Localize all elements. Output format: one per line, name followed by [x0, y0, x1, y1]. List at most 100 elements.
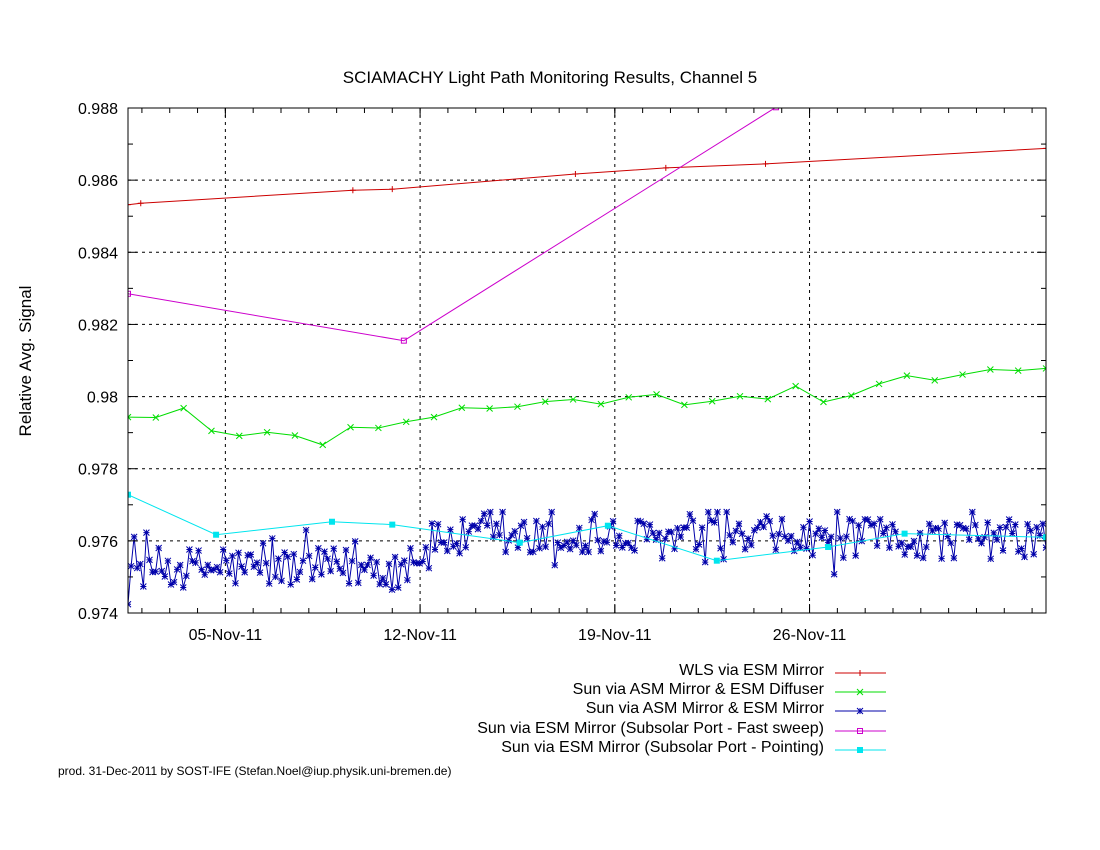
marker-star — [219, 546, 227, 553]
marker-x — [653, 391, 660, 398]
series-sun-via-esm-mirror-subsolar-port-pointing-point — [901, 530, 908, 537]
series-sun-via-esm-mirror-subsolar-port-fast-sweep-line — [128, 108, 776, 342]
series-sun-via-asm-mirror-esm-mirror-point — [167, 581, 175, 588]
series-sun-via-asm-mirror-esm-mirror-point — [545, 520, 552, 528]
series-sun-via-asm-mirror-esm-mirror-point — [821, 527, 829, 534]
marker-x — [959, 371, 966, 378]
marker-star — [889, 520, 896, 528]
series-sun-via-asm-mirror-esm-diffuser-point — [569, 396, 577, 403]
series-sun-via-asm-mirror-esm-mirror-point — [646, 521, 654, 528]
marker-star — [744, 535, 752, 542]
marker-star — [864, 516, 872, 523]
series-sun-via-asm-mirror-esm-mirror-point — [170, 578, 178, 586]
marker-x — [347, 423, 354, 431]
series-sun-via-asm-mirror-esm-mirror-point — [889, 520, 896, 528]
marker-star — [1039, 520, 1046, 528]
series-sun-via-esm-mirror-subsolar-port-fast-sweep — [128, 108, 779, 344]
marker-star — [793, 538, 801, 546]
series-sun-via-asm-mirror-esm-mirror-point — [769, 532, 777, 540]
marker-star — [1015, 548, 1022, 555]
marker-star — [741, 545, 749, 553]
series-sun-via-asm-mirror-esm-mirror-point — [836, 534, 844, 542]
marker-x — [291, 432, 299, 439]
marker-star — [855, 521, 863, 529]
series-sun-via-asm-mirror-esm-mirror-point — [766, 517, 774, 525]
marker-star — [849, 517, 856, 525]
series-sun-via-asm-mirror-esm-mirror-point — [529, 548, 537, 556]
series-sun-via-asm-mirror-esm-mirror-point — [447, 526, 454, 533]
marker-x — [820, 398, 827, 406]
series-sun-via-esm-mirror-subsolar-port-pointing-line — [128, 494, 1046, 562]
marker-star — [404, 576, 411, 584]
series-sun-via-asm-mirror-esm-mirror-point — [950, 554, 958, 562]
series-sun-via-asm-mirror-esm-diffuser-point — [736, 392, 744, 400]
series-sun-via-asm-mirror-esm-diffuser-point — [597, 400, 605, 408]
series-sun-via-asm-mirror-esm-mirror-point — [428, 520, 436, 527]
marker-x — [458, 404, 466, 412]
series-sun-via-asm-mirror-esm-mirror-point — [551, 561, 559, 569]
series-sun-via-asm-mirror-esm-mirror-point — [815, 525, 823, 532]
series-sun-via-asm-mirror-esm-mirror-point — [336, 565, 344, 573]
series-sun-via-asm-mirror-esm-mirror-point — [272, 573, 279, 581]
series-sun-via-asm-mirror-esm-mirror-point — [321, 548, 328, 555]
marker-x — [430, 413, 438, 421]
marker-star — [588, 516, 595, 524]
series-sun-via-asm-mirror-esm-mirror-point — [726, 531, 734, 539]
marker-star — [975, 535, 982, 543]
marker-star — [155, 544, 163, 552]
series-sun-via-asm-mirror-esm-mirror-point — [873, 542, 881, 550]
series-sun-via-asm-mirror-esm-mirror-point — [876, 515, 884, 523]
marker-star — [293, 576, 301, 583]
marker-star — [720, 555, 727, 563]
series-sun-via-asm-mirror-esm-mirror-point — [910, 537, 918, 545]
series-sun-via-asm-mirror-esm-mirror-point — [367, 554, 374, 562]
marker-star — [879, 530, 887, 537]
marker-star — [268, 535, 276, 542]
marker-x — [597, 400, 605, 408]
marker-star — [757, 518, 764, 526]
legend-label-asm-diffuser: Sun via ASM Mirror & ESM Diffuser — [572, 681, 824, 698]
marker-star — [852, 552, 859, 559]
series-sun-via-asm-mirror-esm-mirror-point — [514, 544, 522, 551]
marker-star — [493, 520, 500, 528]
marker-star — [953, 521, 961, 528]
series-sun-via-asm-mirror-esm-mirror-point — [625, 539, 632, 547]
series-sun-via-esm-mirror-subsolar-port-fast-sweep-point — [772, 108, 779, 111]
series-sun-via-asm-mirror-esm-mirror-point — [661, 535, 669, 543]
marker-square-filled — [857, 747, 863, 753]
series-sun-via-asm-mirror-esm-mirror-point — [477, 517, 485, 525]
series-sun-via-asm-mirror-esm-mirror-point — [797, 544, 804, 552]
series-sun-via-asm-mirror-esm-mirror-point — [864, 516, 872, 523]
marker-star — [984, 519, 992, 526]
marker-star — [502, 548, 509, 556]
marker-star — [416, 559, 424, 567]
marker-star — [668, 528, 675, 536]
marker-star — [815, 525, 823, 532]
marker-star — [213, 563, 221, 571]
marker-x — [681, 401, 688, 409]
marker-star — [453, 540, 460, 547]
marker-star — [913, 552, 921, 559]
marker-star — [723, 508, 731, 516]
marker-star — [499, 508, 506, 516]
series-sun-via-esm-mirror-subsolar-port-pointing — [128, 491, 1046, 564]
marker-star — [139, 583, 147, 590]
series-sun-via-esm-mirror-subsolar-port-pointing-point — [604, 522, 611, 529]
marker-square-filled — [128, 491, 131, 498]
series-sun-via-esm-mirror-subsolar-port-pointing-point — [713, 557, 720, 564]
marker-x — [875, 380, 883, 388]
marker-star — [272, 573, 279, 581]
marker-star — [152, 568, 159, 576]
marker-star — [594, 536, 602, 544]
series-sun-via-asm-mirror-esm-mirror-point — [219, 546, 227, 553]
series-sun-via-asm-mirror-esm-mirror-point — [318, 571, 325, 578]
marker-square-filled — [516, 539, 523, 546]
marker-star — [232, 579, 239, 587]
series-sun-via-esm-mirror-subsolar-port-pointing-point — [329, 518, 335, 525]
series-sun-via-asm-mirror-esm-mirror-point — [397, 560, 405, 568]
series-sun-via-asm-mirror-esm-mirror-point — [483, 522, 491, 529]
series-sun-via-asm-mirror-esm-mirror-point — [164, 557, 172, 565]
marker-plus — [857, 670, 863, 676]
marker-star — [542, 543, 549, 551]
marker-star — [680, 524, 688, 531]
